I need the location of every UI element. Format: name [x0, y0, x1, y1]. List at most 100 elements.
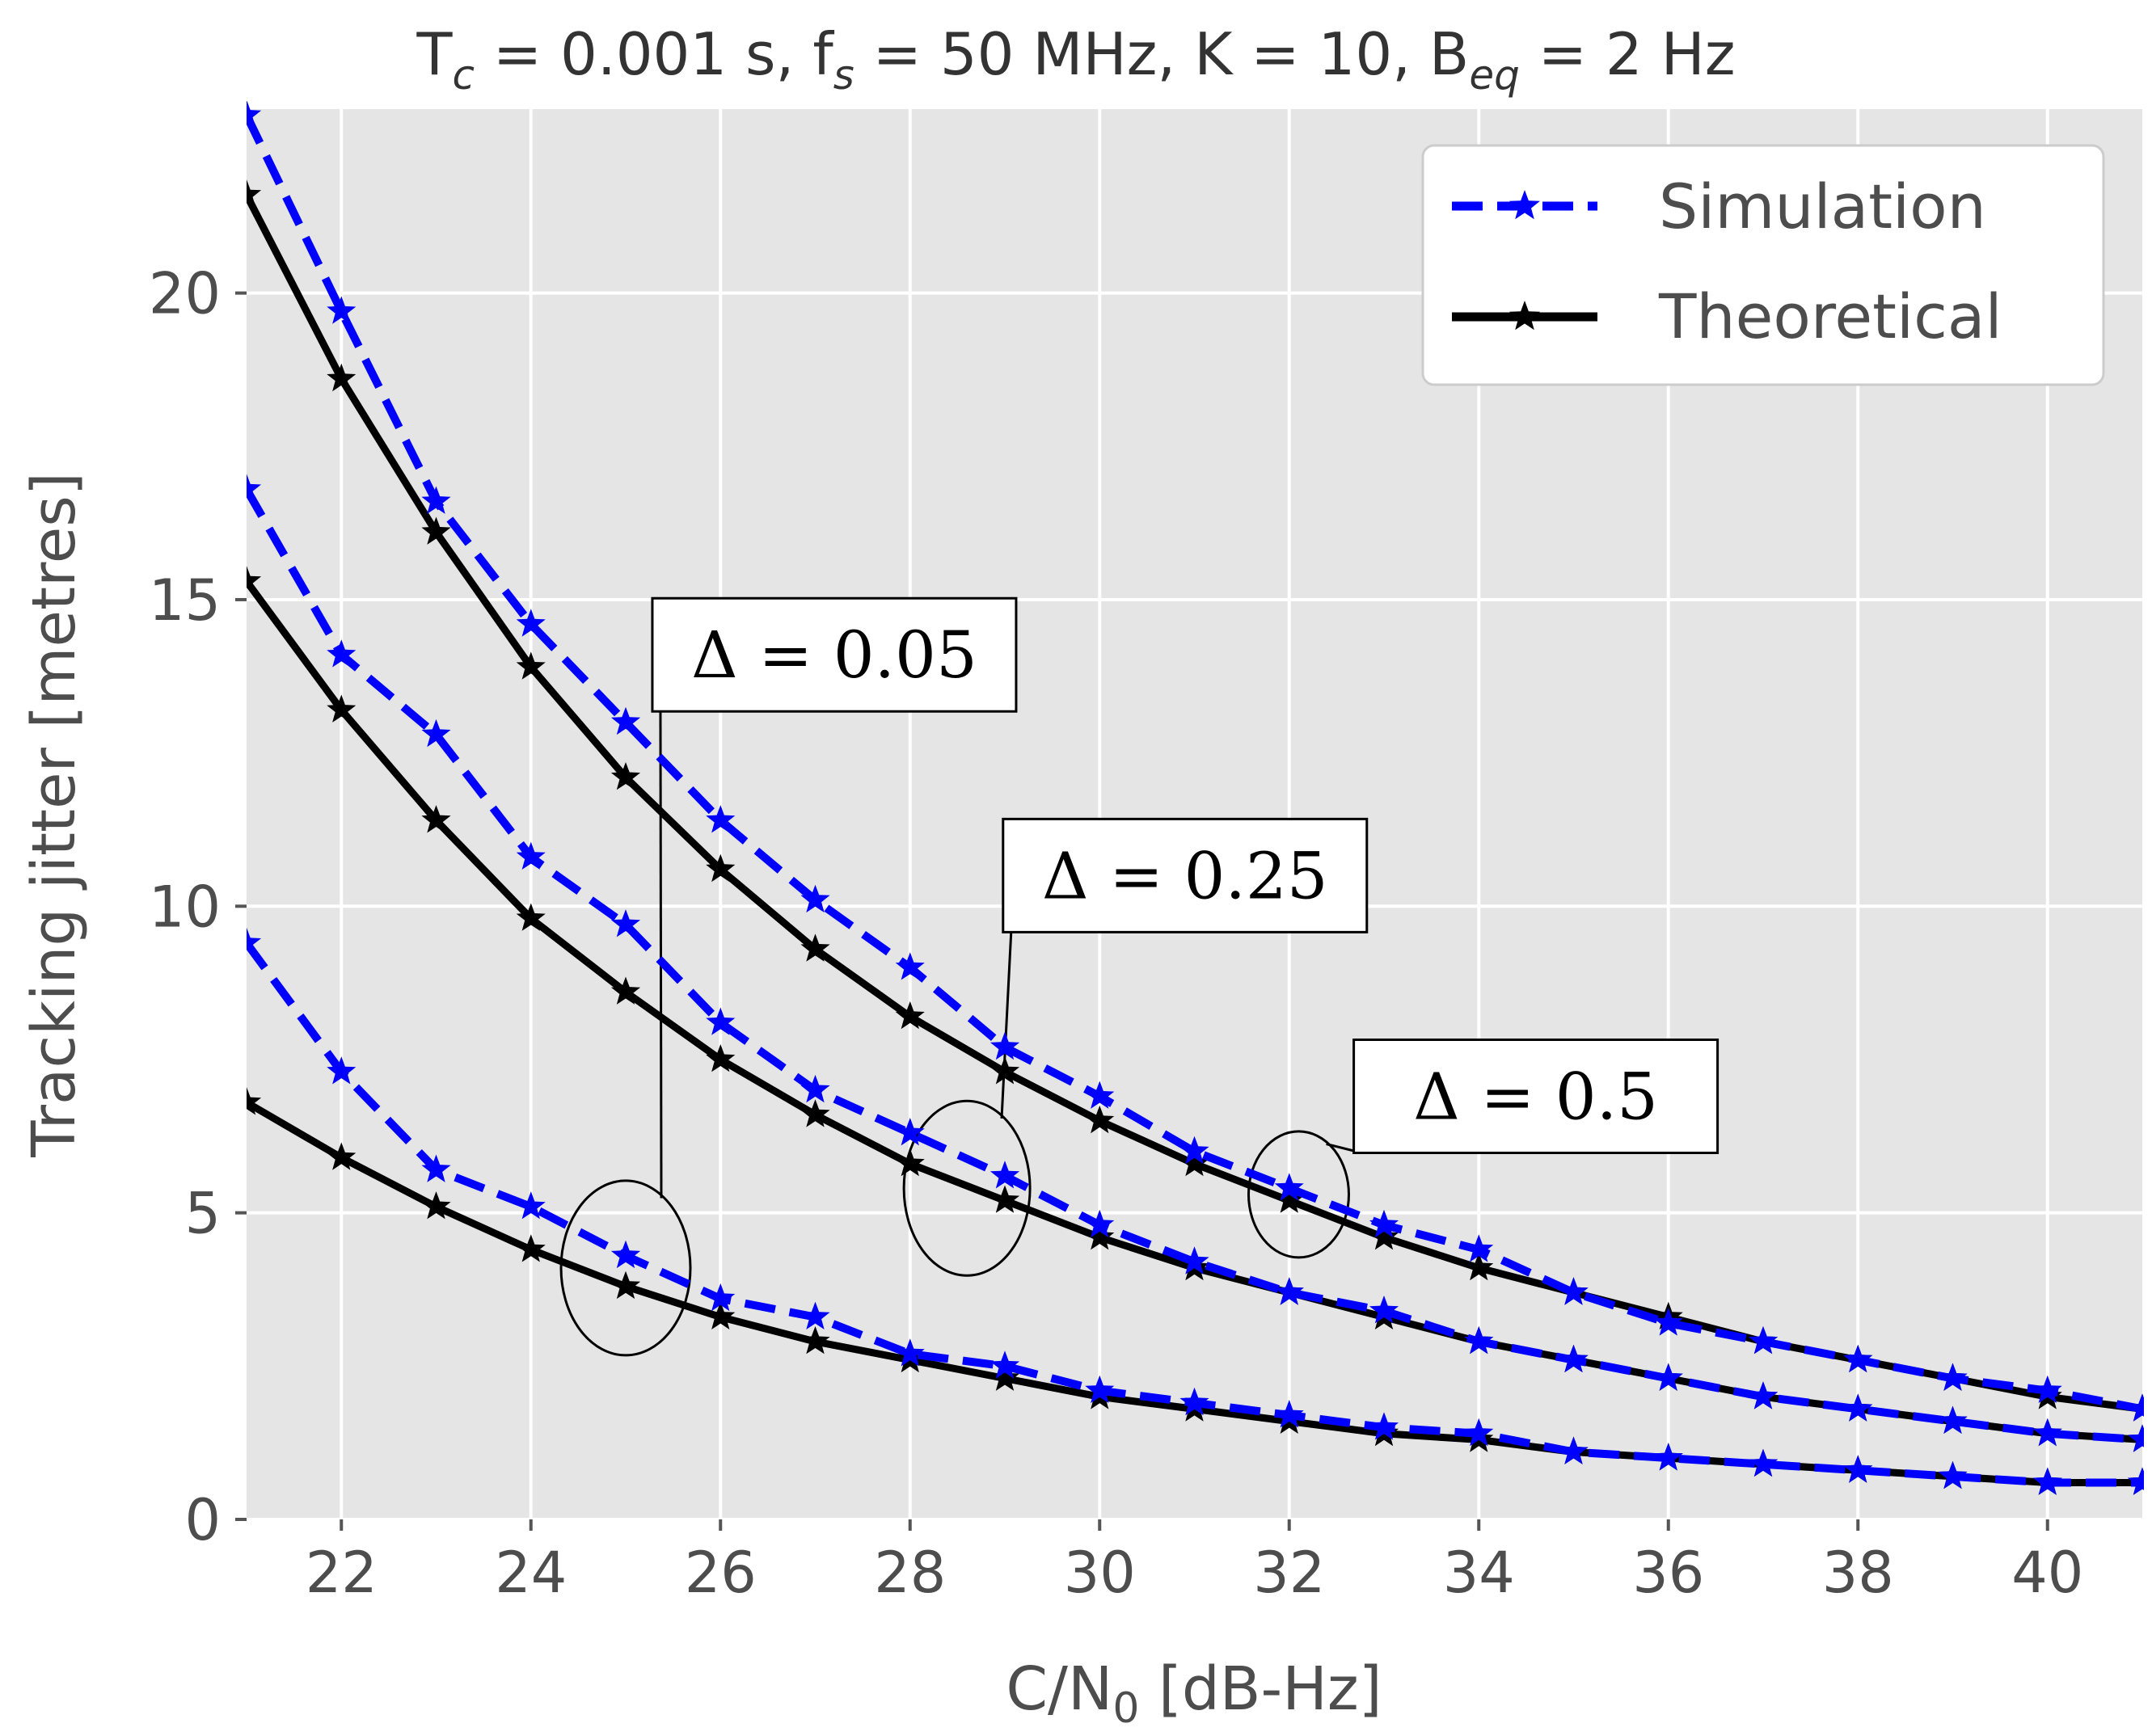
- data-point-marker: [895, 1338, 925, 1367]
- data-point-marker: [516, 841, 546, 870]
- x-tick-label: 36: [1632, 1540, 1704, 1606]
- x-tick-label: 40: [2011, 1540, 2083, 1606]
- annotation-ellipse: [559, 1179, 692, 1357]
- data-point-marker: [610, 909, 641, 938]
- data-point-marker: [2032, 1467, 2062, 1495]
- data-point-marker: [1369, 1222, 1399, 1250]
- legend-label-simulation: Simulation: [1659, 171, 1986, 242]
- x-axis-label: C/N0 [dB-Hz]: [1006, 1654, 1382, 1733]
- data-point-marker: [1085, 1209, 1115, 1238]
- data-point-marker: [247, 179, 262, 208]
- x-tick-label: 24: [495, 1540, 567, 1606]
- data-point-marker: [610, 976, 641, 1005]
- data-point-marker: [706, 1007, 736, 1035]
- x-tick-label: 22: [306, 1540, 378, 1606]
- data-point-marker: [706, 805, 736, 833]
- data-point-marker: [1274, 1277, 1304, 1305]
- data-point-marker: [895, 1118, 925, 1146]
- axis-ticks: 22 24 26 28 30 32 34 36 38 40 0 5 10 15 20: [149, 261, 2083, 1606]
- data-point-marker: [1559, 1436, 1589, 1464]
- annotation-delta-0.5: Δ = 0.5: [1247, 1039, 1719, 1259]
- data-point-marker: [706, 1044, 736, 1072]
- data-point-marker: [1179, 1246, 1209, 1275]
- data-point-marker: [327, 363, 357, 392]
- data-point-marker: [2127, 1467, 2144, 1495]
- data-point-marker: [421, 718, 451, 748]
- data-point-marker: [800, 1301, 830, 1329]
- legend-marker-simulation: [1509, 190, 1540, 220]
- legend-entry-simulation: Simulation: [1452, 171, 1986, 242]
- data-point-marker: [516, 903, 546, 931]
- annotation-box: [651, 596, 1018, 713]
- legend-entry-theoretical: Theoretical: [1452, 280, 2002, 352]
- annotation-label: Δ = 0.5: [1413, 1060, 1658, 1135]
- data-point-marker: [1369, 1296, 1399, 1324]
- data-point-marker: [1179, 1148, 1209, 1177]
- data-point-marker: [1274, 1185, 1304, 1213]
- data-point-marker: [895, 952, 925, 980]
- data-point-marker: [247, 927, 262, 956]
- data-point-marker: [247, 474, 262, 502]
- series-line: [247, 487, 2143, 1444]
- data-point-marker: [800, 1074, 830, 1103]
- data-point-marker: [327, 1056, 357, 1085]
- data-point-marker: [1369, 1209, 1399, 1238]
- data-point-marker: [327, 694, 357, 723]
- annotations: Δ = 0.05 Δ = 0.25 Δ = 0.5: [559, 596, 1719, 1357]
- y-tick-label: 10: [149, 874, 221, 940]
- data-point-marker: [421, 516, 451, 545]
- data-point-marker: [800, 1099, 830, 1127]
- y-axis-label: Tracking jitter [metres]: [19, 472, 89, 1157]
- data-point-marker: [610, 762, 641, 790]
- data-point-marker: [2032, 1418, 2062, 1447]
- data-point-marker: [1464, 1234, 1494, 1262]
- data-point-marker: [327, 1142, 357, 1170]
- series-line: [247, 113, 2143, 1414]
- data-point-marker: [2127, 1393, 2144, 1422]
- series-simulation-delta-0.25: [247, 474, 2144, 1452]
- data-point-marker: [516, 651, 546, 680]
- legend-marker-theoretical: [1509, 301, 1540, 331]
- x-tick-label: 30: [1064, 1540, 1136, 1606]
- data-point-marker: [989, 1363, 1020, 1391]
- data-point-marker: [989, 1185, 1020, 1213]
- data-point-marker: [895, 1001, 925, 1030]
- data-point-marker: [610, 1240, 641, 1269]
- annotation-ellipse: [902, 1099, 1032, 1277]
- annotation-delta-0.05: Δ = 0.05: [559, 596, 1018, 1357]
- data-point-marker: [516, 1191, 546, 1220]
- data-point-marker: [1464, 1326, 1494, 1355]
- data-point-marker: [1179, 1387, 1209, 1416]
- data-point-marker: [1843, 1393, 1873, 1422]
- data-point-marker: [421, 486, 451, 514]
- x-tick-label: 38: [1822, 1540, 1894, 1606]
- x-tick-label: 26: [685, 1540, 757, 1606]
- data-point-marker: [1085, 1081, 1115, 1109]
- data-point-marker: [1274, 1400, 1304, 1428]
- data-point-marker: [1748, 1448, 1779, 1477]
- x-tick-label: 32: [1253, 1540, 1325, 1606]
- data-point-marker: [1938, 1363, 1968, 1391]
- data-point-marker: [516, 609, 546, 637]
- data-point-marker: [1369, 1412, 1399, 1440]
- data-point-marker: [1179, 1136, 1209, 1165]
- data-point-marker: [327, 296, 357, 324]
- data-point-marker: [989, 1031, 1020, 1060]
- data-point-marker: [800, 933, 830, 962]
- annotation-label: Δ = 0.25: [1042, 838, 1328, 913]
- x-tick-label: 34: [1443, 1540, 1515, 1606]
- data-point-marker: [1843, 1344, 1873, 1373]
- data-point-marker: [1464, 1252, 1494, 1281]
- chart-title: Tc = 0.001 s, fs = 50 MHz, K = 10, Beq =…: [416, 20, 1735, 99]
- data-point-marker: [421, 1154, 451, 1182]
- data-point-marker: [2032, 1375, 2062, 1403]
- data-point-marker: [610, 1270, 641, 1300]
- data-point-marker: [1559, 1277, 1589, 1305]
- annotation-ellipse: [1247, 1130, 1350, 1259]
- data-point-marker: [1085, 1105, 1115, 1134]
- annotation-box: [1002, 817, 1369, 933]
- series-simulation-delta-0.5: [247, 927, 2144, 1495]
- data-point-marker: [421, 805, 451, 833]
- data-point-marker: [1653, 1443, 1683, 1471]
- legend-label-theoretical: Theoretical: [1658, 280, 2002, 352]
